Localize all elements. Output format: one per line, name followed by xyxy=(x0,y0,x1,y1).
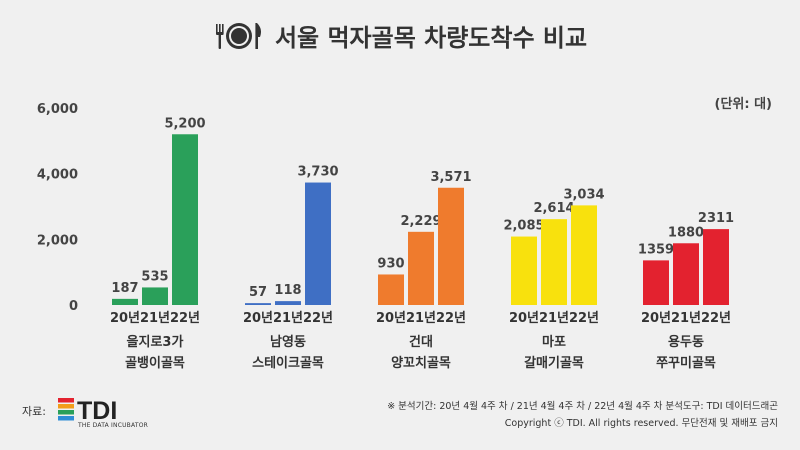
x-tick-label: 20년 xyxy=(376,311,406,326)
bar xyxy=(378,274,404,305)
dining-plate-fork-knife-icon xyxy=(213,21,265,51)
bar xyxy=(643,260,669,305)
category-label: 갈매기골목 xyxy=(524,356,584,371)
bar xyxy=(408,231,434,305)
bar xyxy=(245,303,271,305)
x-tick-label: 20년 xyxy=(641,311,671,326)
chart-title: 서울 먹자골목 차량도착수 비교 xyxy=(274,24,588,52)
y-tick-label: 4,000 xyxy=(37,168,78,183)
bar xyxy=(511,236,537,305)
bar xyxy=(172,134,198,305)
bar-chart: 0 2,000 4,000 6,000 187 20년 535 21년 5,200 22년을지로3… xyxy=(37,102,734,371)
category-label: 을지로3가 xyxy=(127,334,184,350)
x-tick-label: 21년 xyxy=(273,311,303,326)
data-label: 2,085 xyxy=(503,219,544,234)
data-label: 1359 xyxy=(638,242,674,257)
x-tick-label: 22년 xyxy=(569,311,599,326)
x-tick-label: 21년 xyxy=(406,311,436,326)
logo-subtitle: THE DATA INCUBATOR xyxy=(78,422,148,429)
data-label: 3,034 xyxy=(563,187,604,202)
category-label: 건대 xyxy=(409,334,433,350)
data-label: 5,200 xyxy=(164,116,205,131)
analysis-note: ※ 분석기간: 20년 4월 4주 차 / 21년 4월 4주 차 / 22년 … xyxy=(387,401,778,412)
category-label: 마포 xyxy=(542,334,566,350)
x-tick-label: 20년 xyxy=(243,311,273,326)
y-tick-label: 0 xyxy=(69,299,78,314)
data-label: 57 xyxy=(249,285,267,300)
bar xyxy=(703,229,729,305)
x-tick-label: 22년 xyxy=(701,311,731,326)
data-label: 930 xyxy=(377,256,404,271)
bar xyxy=(305,182,331,305)
x-tick-label: 22년 xyxy=(170,311,200,326)
x-tick-label: 20년 xyxy=(110,311,140,326)
bar xyxy=(541,219,567,305)
x-tick-label: 21년 xyxy=(140,311,170,326)
y-tick-label: 2,000 xyxy=(37,233,78,248)
title-area: 서울 먹자골목 차량도착수 비교 xyxy=(0,18,800,55)
data-label: 187 xyxy=(111,281,138,296)
category-label: 골뱅이골목 xyxy=(125,355,185,371)
svg-text:TDI: TDI xyxy=(77,397,117,422)
x-tick-label: 21년 xyxy=(539,311,569,326)
source-label: 자료: xyxy=(22,405,46,418)
category-label: 용두동 xyxy=(668,334,704,350)
bar xyxy=(673,243,699,305)
bar xyxy=(438,187,464,305)
x-tick-label: 22년 xyxy=(303,311,333,326)
data-label: 1880 xyxy=(668,225,704,240)
category-label: 양꼬치골목 xyxy=(391,355,451,371)
data-label: 2311 xyxy=(698,211,734,226)
bar xyxy=(571,205,597,305)
unit-label: (단위: 대) xyxy=(714,97,773,112)
data-label: 118 xyxy=(274,283,301,298)
category-label: 스테이크골목 xyxy=(252,355,324,371)
data-label: 2,614 xyxy=(533,201,574,216)
category-label: 남영동 xyxy=(270,334,306,350)
data-label: 3,571 xyxy=(430,170,471,185)
data-label: 535 xyxy=(141,269,168,284)
chart-title-row: 서울 먹자골목 차량도착수 비교 xyxy=(213,18,587,53)
category-label: 쭈꾸미골목 xyxy=(656,355,716,371)
tdi-logo: TDI xyxy=(58,396,148,426)
x-tick-label: 21년 xyxy=(671,311,701,326)
x-tick-label: 20년 xyxy=(509,311,539,326)
x-tick-label: 22년 xyxy=(436,311,466,326)
copyright: Copyright ⓒ TDI. All rights reserved. 무단… xyxy=(504,418,778,429)
data-label: 3,730 xyxy=(297,165,338,180)
y-tick-label: 6,000 xyxy=(37,102,78,117)
data-label: 2,229 xyxy=(400,214,441,229)
bar xyxy=(275,301,301,305)
bar xyxy=(112,298,138,305)
bar xyxy=(142,287,168,305)
